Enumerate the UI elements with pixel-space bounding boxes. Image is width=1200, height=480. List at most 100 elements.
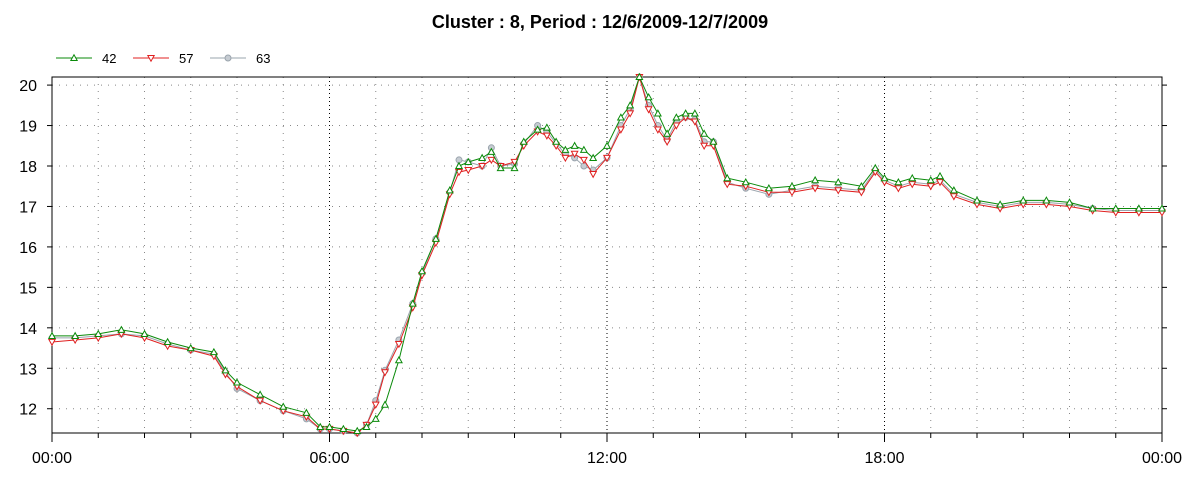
data-point: [672, 113, 681, 121]
x-tick-label: 18:00: [864, 450, 904, 467]
data-point: [380, 400, 390, 408]
data-point: [302, 408, 311, 416]
data-point: [1134, 204, 1143, 212]
data-point: [478, 162, 487, 171]
data-point: [644, 106, 653, 114]
data-point: [487, 147, 496, 155]
data-point: [1019, 196, 1028, 204]
legend-label: 57: [179, 51, 193, 66]
data-point: [209, 347, 218, 356]
data-point: [723, 181, 732, 189]
data-point: [256, 397, 265, 405]
data-point: [723, 173, 732, 182]
data-point: [316, 422, 325, 430]
data-point: [510, 163, 519, 172]
data-point: [996, 200, 1005, 208]
data-point: [894, 177, 903, 186]
data-point: [533, 125, 542, 133]
data-point: [681, 109, 690, 117]
data-point: [880, 173, 889, 182]
data-point: [454, 161, 464, 170]
data-point: [47, 331, 57, 339]
data-point: [894, 185, 903, 193]
data-point: [561, 154, 570, 163]
data-point: [371, 414, 380, 422]
data-point: [542, 123, 551, 131]
y-tick-label: 15: [19, 280, 37, 297]
data-point: [1157, 204, 1167, 212]
data-point: [417, 266, 427, 275]
y-tick-label: 19: [19, 119, 37, 136]
data-point: [787, 189, 797, 197]
data-point: [431, 234, 440, 242]
x-tick-label: 12:00: [587, 450, 627, 467]
data-point: [972, 196, 982, 204]
x-tick-label: 00:00: [32, 450, 72, 467]
data-point: [1042, 196, 1051, 204]
legend-label: 42: [102, 51, 116, 66]
legend-item-63: 63: [210, 51, 270, 66]
legend-item-42: 42: [56, 51, 116, 66]
data-point: [644, 92, 653, 101]
chart-title: Cluster : 8, Period : 12/6/2009-12/7/200…: [431, 12, 769, 32]
y-tick-label: 16: [19, 240, 37, 257]
data-point: [602, 141, 612, 149]
y-tick-label: 18: [19, 159, 37, 176]
data-point: [279, 402, 288, 410]
data-point: [635, 72, 644, 81]
series-layer: [47, 72, 1167, 438]
data-point: [140, 329, 149, 337]
data-point: [445, 186, 454, 194]
data-point: [926, 175, 935, 184]
legend: 42 57 63: [56, 51, 270, 66]
data-point: [71, 331, 80, 339]
data-point: [690, 118, 699, 126]
data-point: [1065, 198, 1074, 206]
data-point: [117, 325, 126, 333]
data-point: [589, 171, 598, 179]
x-tick-label: 00:00: [1142, 450, 1182, 467]
data-point: [1088, 204, 1097, 212]
data-point: [709, 137, 718, 145]
data-point: [908, 181, 917, 189]
data-point: [380, 369, 390, 377]
data-point: [325, 422, 334, 430]
data-point: [602, 154, 612, 163]
data-point: [935, 171, 945, 180]
data-point: [47, 338, 57, 347]
data-point: [232, 378, 242, 386]
y-tick-label: 13: [19, 361, 37, 378]
data-point: [570, 150, 579, 159]
data-point: [811, 175, 820, 184]
data-point: [94, 329, 103, 337]
data-point: [653, 109, 662, 117]
data-point: [478, 153, 487, 161]
plot-area-frame: [51, 76, 1163, 434]
data-point: [371, 401, 380, 409]
data-point: [519, 137, 528, 145]
data-point: [626, 110, 635, 118]
data-point: [653, 126, 662, 134]
data-point: [496, 163, 505, 172]
data-point: [663, 138, 672, 146]
data-point: [871, 163, 880, 172]
data-point: [857, 189, 866, 197]
data-point: [570, 141, 579, 149]
data-point: [700, 129, 709, 137]
y-tick-label: 14: [19, 321, 37, 338]
data-point: [579, 145, 588, 153]
data-point: [394, 340, 403, 349]
data-point: [908, 173, 917, 182]
data-point: [787, 181, 797, 190]
data-point: [362, 422, 371, 430]
data-point: [163, 337, 172, 346]
x-tick-label: 06:00: [309, 450, 349, 467]
legend-marker: [146, 54, 156, 63]
data-point: [1111, 204, 1120, 212]
data-point: [221, 366, 230, 374]
data-point: [353, 426, 362, 435]
data-point: [408, 299, 417, 307]
data-point: [949, 186, 958, 194]
data-point: [834, 177, 843, 186]
